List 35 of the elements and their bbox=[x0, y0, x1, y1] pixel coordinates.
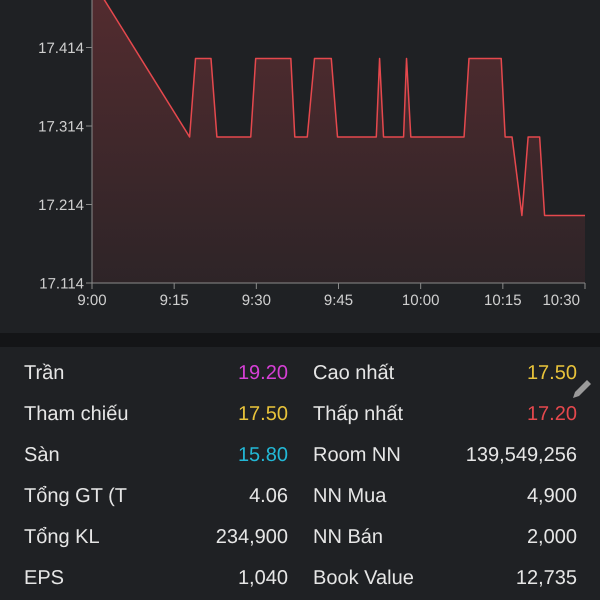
text: 12,735 bbox=[516, 567, 577, 589]
category-label: Cao nhất bbox=[313, 362, 394, 385]
x-tick-label: 10:00 bbox=[402, 292, 440, 309]
y-tick-label: 17.314 bbox=[38, 118, 84, 136]
text: 17.50 bbox=[238, 403, 288, 425]
text: 2,000 bbox=[526, 526, 577, 548]
text: 17.50 bbox=[526, 362, 577, 384]
category-label: Sàn bbox=[24, 444, 60, 467]
category-label: Tổng GT (T bbox=[24, 485, 127, 508]
category-label: Room NN bbox=[313, 444, 401, 467]
x-tick-label: 9:00 bbox=[77, 292, 107, 309]
category-label: Tham chiếu bbox=[24, 403, 128, 426]
x-tick-label: 9:30 bbox=[242, 292, 271, 309]
text: 15.80 bbox=[238, 444, 288, 466]
text: 19.20 bbox=[238, 362, 288, 384]
y-tick-label: 17.214 bbox=[38, 196, 84, 214]
x-tick-label: 9:15 bbox=[160, 292, 189, 309]
category-label: EPS bbox=[24, 567, 64, 590]
x-tick-label: 9:45 bbox=[324, 292, 354, 309]
text: 1,040 bbox=[238, 567, 288, 589]
text: 17.20 bbox=[526, 403, 577, 425]
category-label: NN Mua bbox=[313, 485, 386, 508]
text: 4,900 bbox=[526, 485, 577, 507]
text: 139,549,256 bbox=[466, 444, 577, 466]
text: 4.06 bbox=[249, 485, 288, 507]
category-label: Trần bbox=[24, 362, 64, 385]
y-tick-label: 17.414 bbox=[38, 40, 84, 57]
category-label: Book Value bbox=[313, 567, 414, 590]
y-tick-label: 17.114 bbox=[39, 275, 84, 292]
category-label: Thấp nhất bbox=[313, 403, 404, 426]
text: 234,900 bbox=[216, 526, 288, 548]
x-tick-label: 10:30 bbox=[542, 292, 580, 309]
category-label: NN Bán bbox=[313, 526, 384, 549]
x-tick-label: 10:15 bbox=[484, 292, 522, 309]
category-label: Tổng KL bbox=[24, 526, 100, 549]
